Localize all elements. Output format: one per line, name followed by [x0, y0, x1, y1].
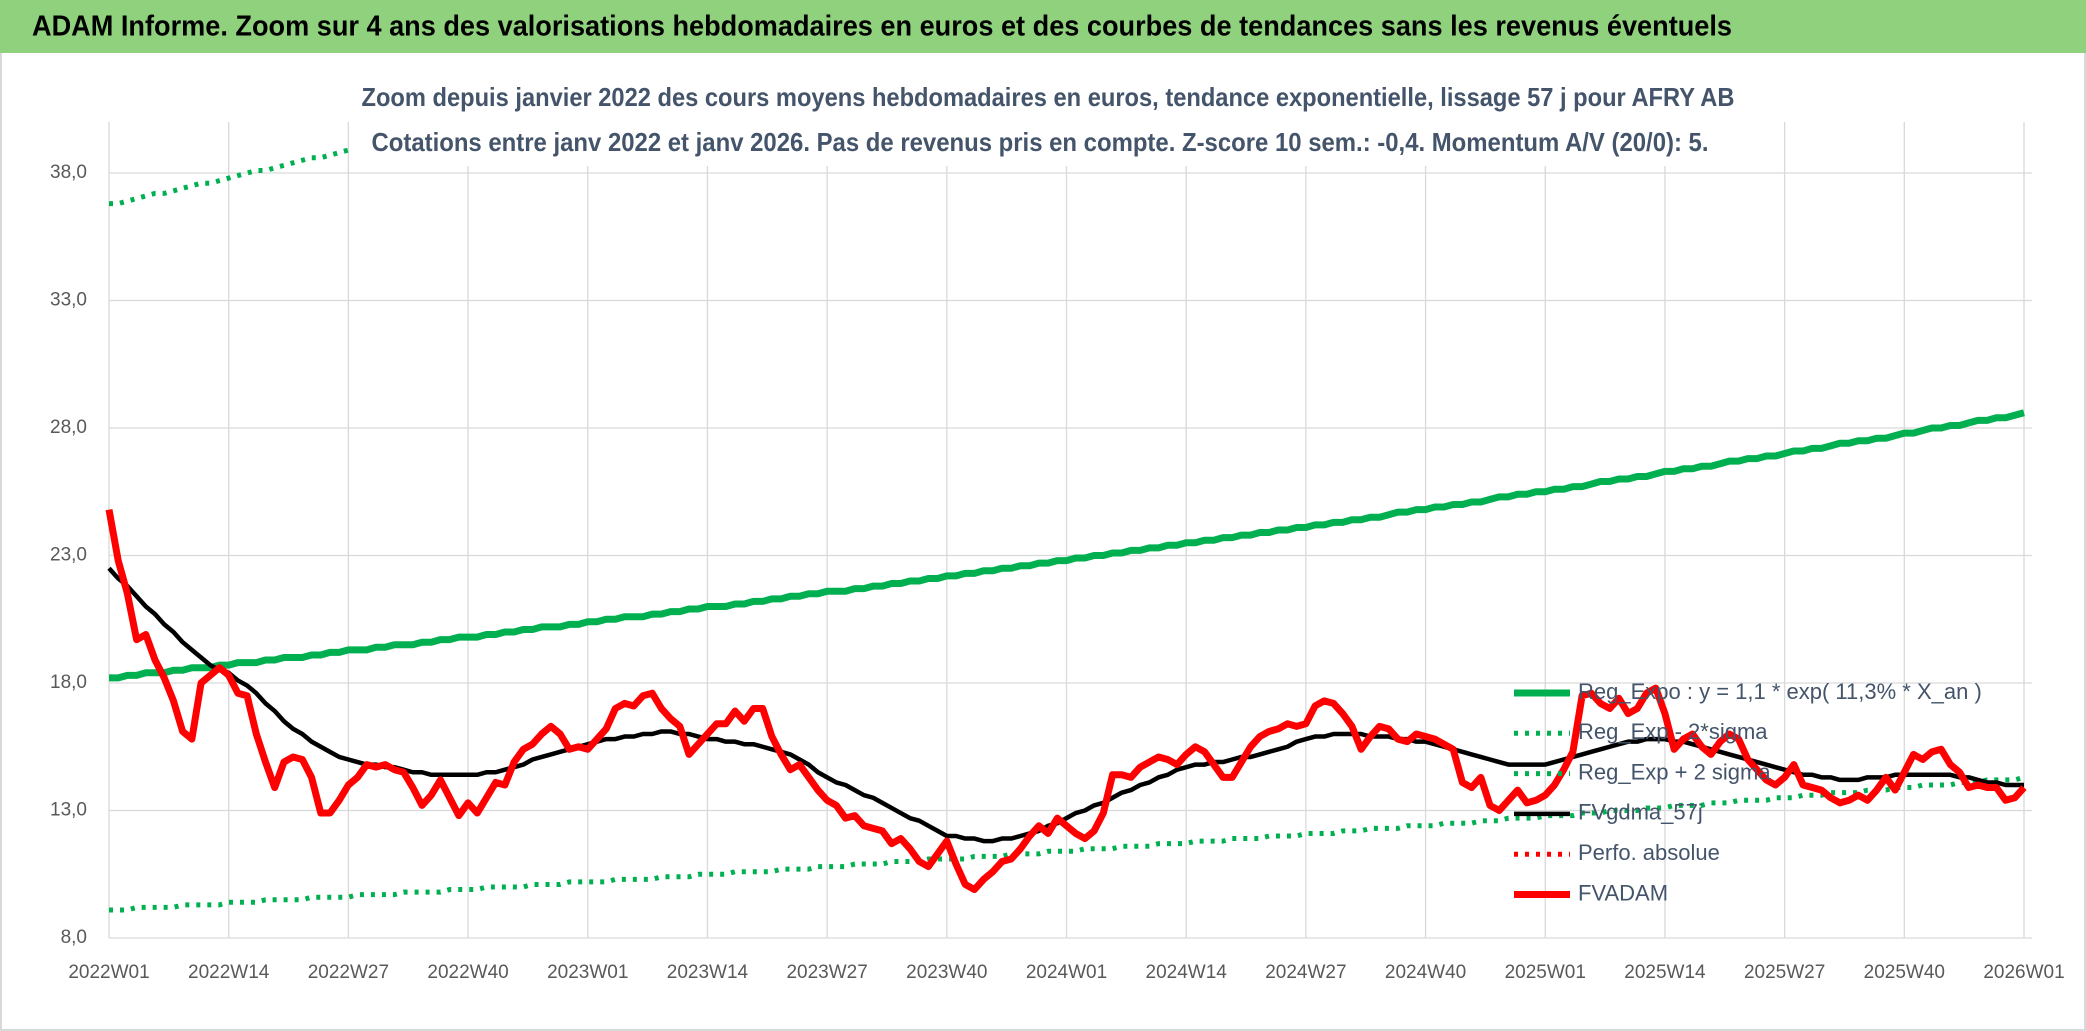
x-tick-label: 2025W14	[1624, 962, 1706, 983]
x-tick-label: 2023W14	[667, 962, 749, 983]
legend-label: Reg_Exp + 2 sigma	[1578, 759, 1771, 784]
legend-label: Perfo. absolue	[1578, 840, 1720, 865]
x-tick-label: 2024W40	[1385, 962, 1466, 983]
legend: Reg_Expo : y = 1,1 * exp( 11,3% * X_an )…	[1514, 679, 1982, 905]
y-tick-label: 8,0	[61, 927, 87, 948]
header-title: ADAM Informe. Zoom sur 4 ans des valoris…	[32, 11, 1732, 43]
grid: 8,0 13,0 18,0 23,0 28,0 33,0 38,0 2022W01 2022W1…	[50, 122, 2065, 983]
y-tick-label: 28,0	[50, 417, 87, 438]
x-tick-label: 2023W40	[906, 962, 987, 983]
x-tick-label: 2022W40	[427, 962, 508, 983]
x-tick-label: 2024W01	[1026, 962, 1107, 983]
series-line	[105, 508, 2027, 894]
chart-subtitle: Cotations entre janv 2022 et janv 2026. …	[372, 127, 1709, 157]
legend-label: Reg_Expo : y = 1,1 * exp( 11,3% * X_an )	[1578, 679, 1982, 704]
y-tick-label: 38,0	[50, 162, 87, 183]
plot-lines	[105, 122, 2027, 913]
x-tick-label: 2024W27	[1265, 962, 1346, 983]
subtitle-background	[352, 74, 1742, 166]
legend-label: FVADAM	[1578, 880, 1668, 905]
x-tick-label: 2025W01	[1505, 962, 1586, 983]
x-tick-label: 2025W40	[1864, 962, 1945, 983]
chart-title: Zoom depuis janvier 2022 des cours moyen…	[362, 82, 1735, 112]
x-tick-label: 2022W01	[68, 962, 149, 983]
legend-label: Reg_Exp - 2*sigma	[1578, 719, 1768, 744]
y-tick-label: 18,0	[50, 672, 87, 693]
y-tick-label: 33,0	[50, 290, 87, 311]
x-tick-label: 2026W01	[1983, 962, 2064, 983]
x-tick-label: 2024W14	[1146, 962, 1228, 983]
x-tick-label: 2022W27	[308, 962, 389, 983]
x-tick-label: 2025W27	[1744, 962, 1825, 983]
x-tick-label: 2023W27	[786, 962, 867, 983]
series-line	[109, 774, 2025, 913]
y-tick-label: 13,0	[50, 800, 87, 821]
x-tick-label: 2022W14	[188, 962, 270, 983]
y-tick-label: 23,0	[50, 545, 87, 566]
legend-label: FVgdma_57j	[1578, 800, 1703, 825]
x-tick-label: 2023W01	[547, 962, 628, 983]
header-band	[0, 0, 2086, 53]
series-line	[109, 409, 2025, 682]
